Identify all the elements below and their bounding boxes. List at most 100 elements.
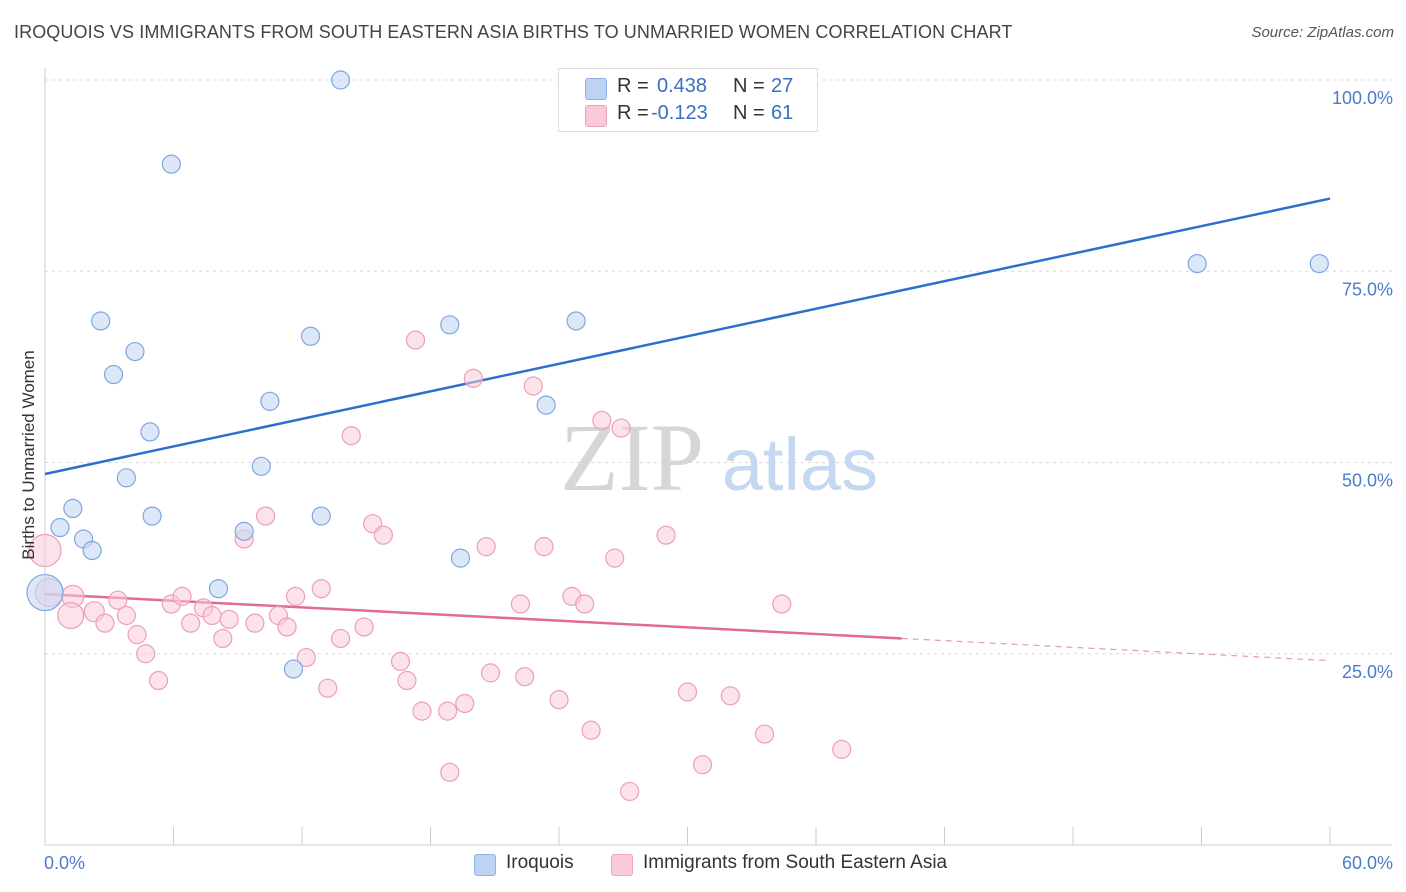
immigrants-point-41: [480, 663, 501, 683]
iroquois-n-label: N =: [733, 75, 765, 97]
immigrants-point-13: [181, 613, 201, 633]
immigrants-point-55: [677, 682, 698, 702]
immigrants-point-40: [476, 537, 496, 557]
iroquois-point-25: [1309, 254, 1329, 274]
immigrants-points: [28, 330, 852, 802]
immigrants-point-25: [311, 579, 331, 599]
iroquois-point-24: [1187, 254, 1207, 274]
immigrants-point-58: [754, 724, 775, 744]
immigrants-point-34: [405, 330, 426, 350]
immigrants-point-27: [330, 628, 351, 649]
iroquois-point-18: [311, 506, 331, 526]
immigrants-point-23: [285, 586, 306, 606]
immigrants-point-15: [202, 605, 222, 626]
watermark-atlas: atlas: [722, 423, 878, 506]
iroquois-point-16: [283, 659, 304, 679]
immigrants-point-42: [510, 594, 531, 614]
immigrants-point-59: [772, 594, 792, 614]
immigrants-point-6: [108, 590, 128, 610]
iroquois-point-5: [91, 311, 111, 331]
iroquois-point-20: [440, 315, 460, 335]
immigrants-point-7: [116, 605, 136, 626]
iroquois-point-7: [116, 468, 136, 488]
immigrants-point-49: [581, 720, 601, 740]
immigrants-n-label: N =: [733, 102, 765, 124]
immigrants-point-3: [57, 601, 85, 630]
immigrants-point-43: [515, 667, 535, 687]
iroquois-point-12: [208, 579, 229, 599]
immigrants-r-value: -0.123: [651, 102, 708, 124]
iroquois-swatch: [585, 78, 607, 100]
immigrants-point-26: [318, 678, 338, 698]
iroquois-point-0: [26, 573, 64, 612]
immigrants-point-48: [575, 594, 595, 614]
iroquois-point-13: [234, 521, 254, 541]
immigrants-point-10: [148, 670, 169, 691]
immigrants-point-29: [354, 617, 374, 637]
stats-legend: R = 0.438 N = 27 R = -0.123 N = 61: [558, 68, 818, 132]
axes: [44, 68, 1392, 846]
immigrants-r-label: R =: [617, 102, 649, 124]
immigrants-n-value: 61: [771, 102, 794, 124]
immigrants-point-35: [412, 701, 432, 721]
gridlines: [45, 79, 1392, 655]
immigrants-point-31: [373, 525, 393, 545]
iroquois-trend-line: [44, 197, 1331, 476]
iroquois-point-1: [50, 517, 70, 538]
iroquois-point-21: [450, 548, 471, 568]
immigrants-point-57: [720, 686, 740, 706]
bottom-legend-immigrants: Immigrants from South Eastern Asia: [643, 852, 948, 873]
bottom-legend-iroquois-swatch: [474, 854, 496, 876]
bottom-legend-iroquois: Iroquois: [506, 852, 574, 873]
source-label: Source: ZipAtlas.com: [1251, 24, 1394, 41]
immigrants-point-19: [245, 613, 265, 633]
immigrants-point-45: [534, 537, 554, 557]
y-tick-label-100: 100.0%: [1332, 88, 1393, 108]
x-tick-label-min: 0.0%: [44, 853, 85, 873]
iroquois-point-4: [82, 540, 102, 561]
iroquois-r-label: R =: [617, 75, 649, 97]
watermark: ZIP atlas: [560, 404, 878, 511]
immigrants-point-60: [832, 739, 852, 759]
immigrants-point-16: [213, 628, 233, 649]
iroquois-point-14: [251, 456, 271, 476]
iroquois-n-value: 27: [771, 75, 794, 97]
immigrants-point-54: [656, 525, 676, 545]
y-tick-label-75: 75.0%: [1342, 279, 1393, 299]
immigrants-point-50: [592, 410, 612, 431]
immigrants-point-20: [255, 506, 276, 526]
iroquois-point-15: [260, 391, 280, 411]
immigrants-point-22: [277, 617, 297, 637]
immigrants-point-52: [611, 418, 631, 438]
iroquois-points: [26, 70, 1329, 679]
immigrants-swatch: [585, 105, 607, 127]
y-tick-label-50: 50.0%: [1342, 471, 1393, 491]
immigrants-point-9: [136, 644, 156, 664]
immigrants-point-28: [341, 426, 361, 446]
immigrants-point-56: [692, 755, 713, 775]
immigrants-point-32: [390, 651, 411, 672]
immigrants-point-36: [438, 701, 458, 721]
bottom-legend-immigrants-swatch: [611, 854, 633, 876]
immigrants-trend-extension: [901, 637, 1331, 662]
immigrants-point-38: [455, 693, 475, 714]
immigrants-point-53: [620, 781, 640, 802]
iroquois-point-9: [140, 422, 160, 442]
iroquois-point-8: [125, 341, 145, 362]
x-tick-label-max: 60.0%: [1342, 853, 1393, 873]
iroquois-r-value: 0.438: [657, 75, 708, 97]
iroquois-point-11: [161, 154, 181, 174]
tick-labels: 25.0% 50.0% 75.0% 100.0% 0.0% 60.0%: [44, 88, 1393, 873]
iroquois-point-10: [142, 506, 162, 526]
immigrants-point-0: [28, 533, 62, 568]
immigrants-point-24: [296, 647, 316, 668]
y-tick-label-25: 25.0%: [1342, 662, 1393, 682]
iroquois-point-23: [566, 311, 586, 331]
watermark-zip: ZIP: [560, 404, 704, 511]
immigrants-point-8: [127, 625, 147, 645]
iroquois-point-2: [63, 498, 83, 518]
immigrants-point-44: [523, 376, 543, 396]
chart-title: IROQUOIS VS IMMIGRANTS FROM SOUTH EASTER…: [14, 22, 1013, 42]
immigrants-point-39: [463, 368, 483, 388]
immigrants-point-51: [605, 548, 625, 568]
